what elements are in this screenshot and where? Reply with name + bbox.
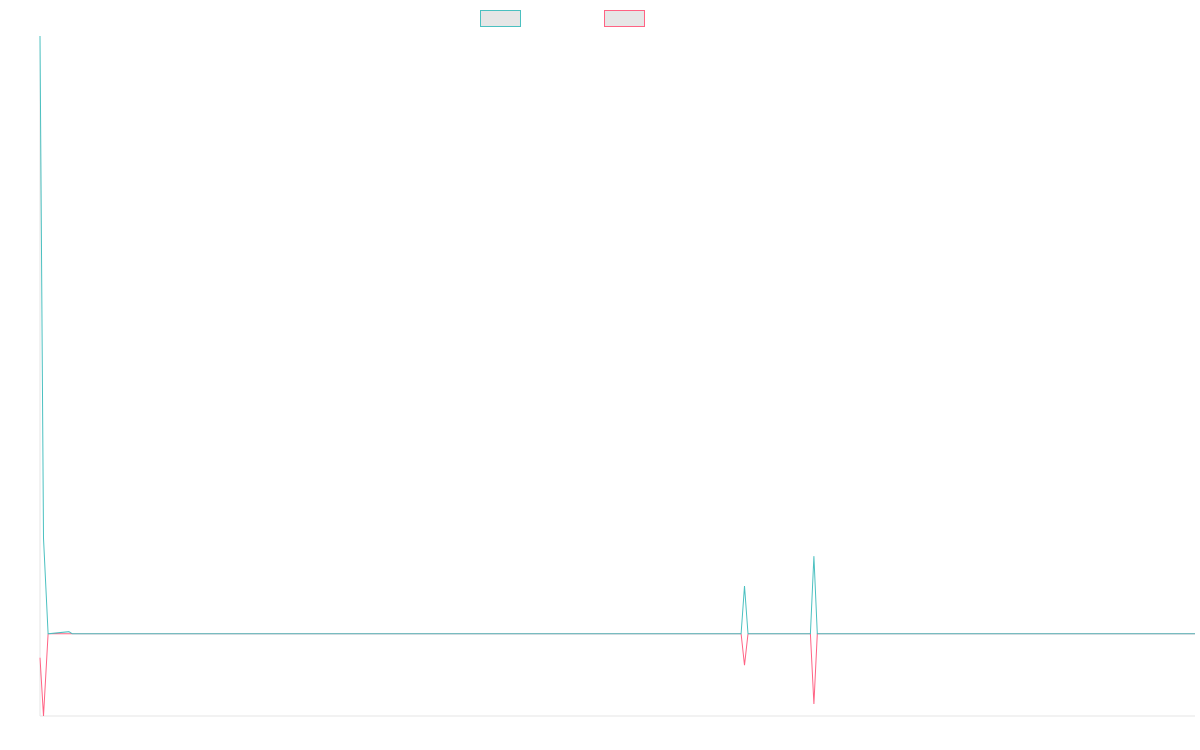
legend-swatch-series-2[interactable] [604, 10, 645, 27]
legend [480, 10, 645, 27]
series-layer [39, 35, 1195, 717]
axes [39, 36, 1195, 717]
series-line-1 [39, 35, 1195, 635]
legend-swatch-series-1[interactable] [480, 10, 521, 27]
series-line-2 [39, 633, 1195, 717]
